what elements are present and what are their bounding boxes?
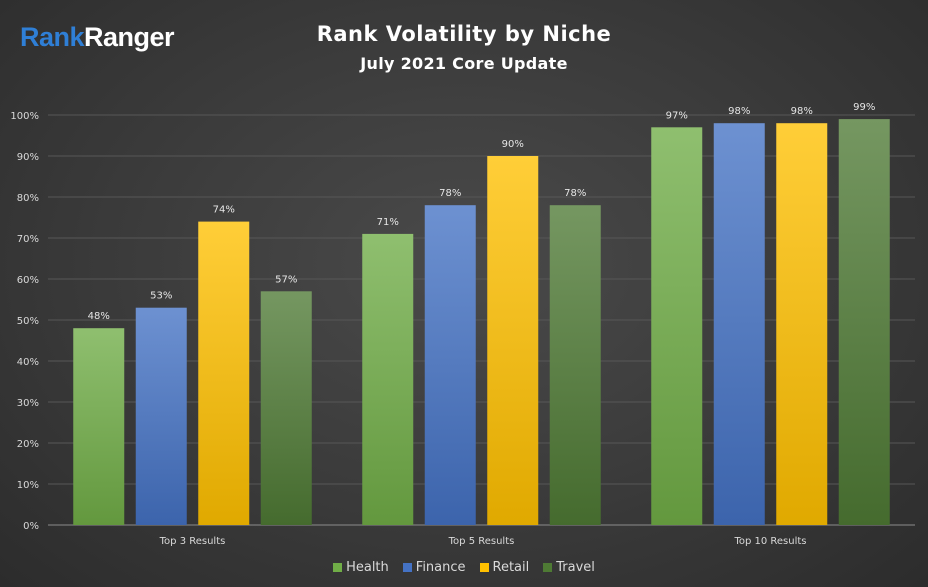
y-tick-label: 30% bbox=[17, 398, 39, 409]
logo-part-rank: Rank bbox=[20, 22, 85, 52]
data-label: 53% bbox=[150, 291, 172, 302]
logo-part-ranger: Ranger bbox=[84, 22, 175, 52]
data-label: 98% bbox=[728, 106, 750, 117]
legend-item-retail: Retail bbox=[479, 560, 530, 575]
x-category-label: Top 10 Results bbox=[733, 536, 806, 547]
legend-label: Health bbox=[346, 560, 389, 575]
bar-finance bbox=[424, 205, 476, 525]
y-tick-label: 10% bbox=[17, 480, 39, 491]
x-category-label: Top 3 Results bbox=[159, 536, 226, 547]
y-tick-label: 60% bbox=[17, 275, 39, 286]
legend-item-travel: Travel bbox=[543, 560, 595, 575]
legend-item-health: Health bbox=[333, 560, 389, 575]
data-label: 78% bbox=[564, 188, 586, 199]
y-tick-label: 40% bbox=[17, 357, 39, 368]
x-category-label: Top 5 Results bbox=[448, 536, 515, 547]
legend-label: Retail bbox=[492, 560, 530, 575]
data-label: 74% bbox=[213, 205, 235, 216]
data-label: 99% bbox=[853, 102, 875, 113]
y-tick-label: 0% bbox=[23, 521, 39, 532]
legend-item-finance: Finance bbox=[402, 560, 466, 575]
bar-travel bbox=[838, 119, 890, 525]
bar-health bbox=[651, 127, 703, 526]
y-tick-label: 80% bbox=[17, 193, 39, 204]
legend-label: Travel bbox=[556, 560, 595, 575]
data-label: 71% bbox=[377, 217, 399, 228]
bar-travel bbox=[549, 205, 601, 525]
legend-swatch bbox=[402, 563, 412, 572]
data-label: 78% bbox=[439, 188, 461, 199]
legend-label: Finance bbox=[415, 560, 466, 575]
chart-subtitle: July 2021 Core Update bbox=[360, 54, 568, 73]
y-tick-label: 50% bbox=[17, 316, 39, 327]
legend-swatch bbox=[543, 563, 553, 572]
bar-travel bbox=[260, 291, 312, 525]
gridlines bbox=[48, 114, 915, 485]
bars: 48% 53% 74% 57% 71% 78% 90% 78% 97% 98% 98% 99% bbox=[73, 102, 890, 526]
chart-title: Rank Volatility by Niche bbox=[316, 22, 612, 46]
bar-retail bbox=[198, 221, 250, 525]
data-label: 98% bbox=[791, 106, 813, 117]
legend-swatch bbox=[333, 563, 343, 572]
bar-finance bbox=[713, 123, 765, 525]
bar-retail bbox=[487, 156, 539, 525]
data-label: 48% bbox=[88, 311, 110, 322]
rankranger-logo: RankRanger bbox=[20, 22, 175, 53]
data-label: 90% bbox=[502, 139, 524, 150]
y-axis: 0% 10% 20% 30% 40% 50% 60% 70% 80% 90% 100% bbox=[10, 111, 915, 532]
y-tick-label: 100% bbox=[10, 111, 39, 122]
data-label: 57% bbox=[275, 274, 297, 285]
bar-finance bbox=[135, 307, 187, 525]
y-tick-label: 70% bbox=[17, 234, 39, 245]
bar-health bbox=[362, 233, 414, 525]
legend: Health Finance Retail Travel bbox=[0, 560, 928, 575]
bar-health bbox=[73, 328, 125, 525]
x-axis: Top 3 Results Top 5 Results Top 10 Results bbox=[159, 536, 807, 547]
y-tick-label: 90% bbox=[17, 152, 39, 163]
legend-swatch bbox=[479, 563, 489, 572]
data-label: 97% bbox=[666, 110, 688, 121]
y-tick-label: 20% bbox=[17, 439, 39, 450]
bar-retail bbox=[776, 123, 828, 525]
